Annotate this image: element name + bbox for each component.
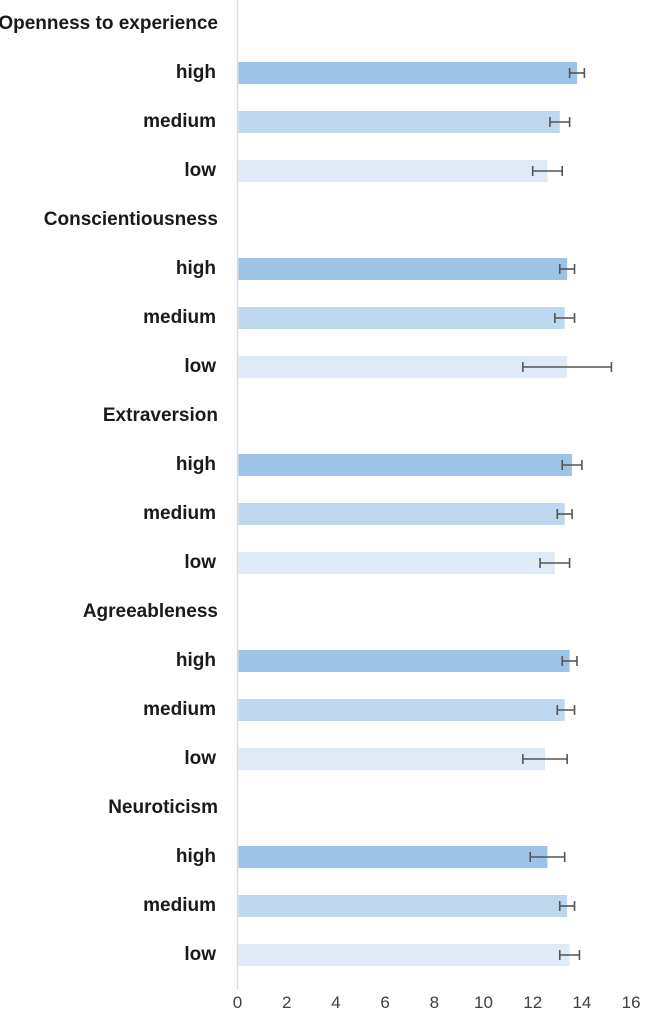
bar-level-label: medium xyxy=(143,895,216,916)
x-tick-label: 0 xyxy=(233,993,242,1012)
x-tick-label: 16 xyxy=(622,993,641,1012)
bar-level-label: low xyxy=(184,356,216,377)
bar-level-label: medium xyxy=(143,699,216,720)
group-label: Openness to experience xyxy=(0,13,218,34)
bar xyxy=(238,846,548,868)
group-label: Agreeableness xyxy=(83,601,218,622)
x-tick-label: 14 xyxy=(572,993,591,1012)
bar xyxy=(238,944,570,966)
bar-level-label: high xyxy=(176,650,216,671)
bar xyxy=(238,111,560,133)
bar-level-label: high xyxy=(176,258,216,279)
x-tick-label: 6 xyxy=(380,993,389,1012)
bar-level-label: medium xyxy=(143,111,216,132)
bar xyxy=(238,258,568,280)
x-tick-label: 12 xyxy=(523,993,542,1012)
bar-level-label: low xyxy=(184,944,216,965)
bar-level-label: high xyxy=(176,846,216,867)
group-label: Neuroticism xyxy=(108,797,218,818)
bar xyxy=(238,748,545,770)
bar xyxy=(238,503,565,525)
chart-marks: Openness to experience high medium low Consc… xyxy=(0,13,613,966)
bar xyxy=(238,552,555,574)
x-tick-label: 10 xyxy=(474,993,493,1012)
bar-level-label: low xyxy=(184,552,216,573)
bar-level-label: high xyxy=(176,62,216,83)
x-tick-label: 4 xyxy=(331,993,340,1012)
bar-level-label: high xyxy=(176,454,216,475)
bar xyxy=(238,356,568,378)
bar xyxy=(238,699,565,721)
bar xyxy=(238,62,577,84)
bar-level-label: low xyxy=(184,748,216,769)
bar-level-label: medium xyxy=(143,307,216,328)
x-tick-label: 2 xyxy=(282,993,291,1012)
bar-level-label: medium xyxy=(143,503,216,524)
x-tick-label: 8 xyxy=(430,993,439,1012)
bar xyxy=(238,160,548,182)
bar-level-label: low xyxy=(184,160,216,181)
bar xyxy=(238,650,570,672)
bar xyxy=(238,307,565,329)
bar xyxy=(238,895,568,917)
group-label: Extraversion xyxy=(103,405,218,426)
group-label: Conscientiousness xyxy=(44,209,218,230)
bar xyxy=(238,454,573,476)
x-axis-ticks: 0 2 4 6 8 10 12 14 16 xyxy=(233,993,641,1012)
